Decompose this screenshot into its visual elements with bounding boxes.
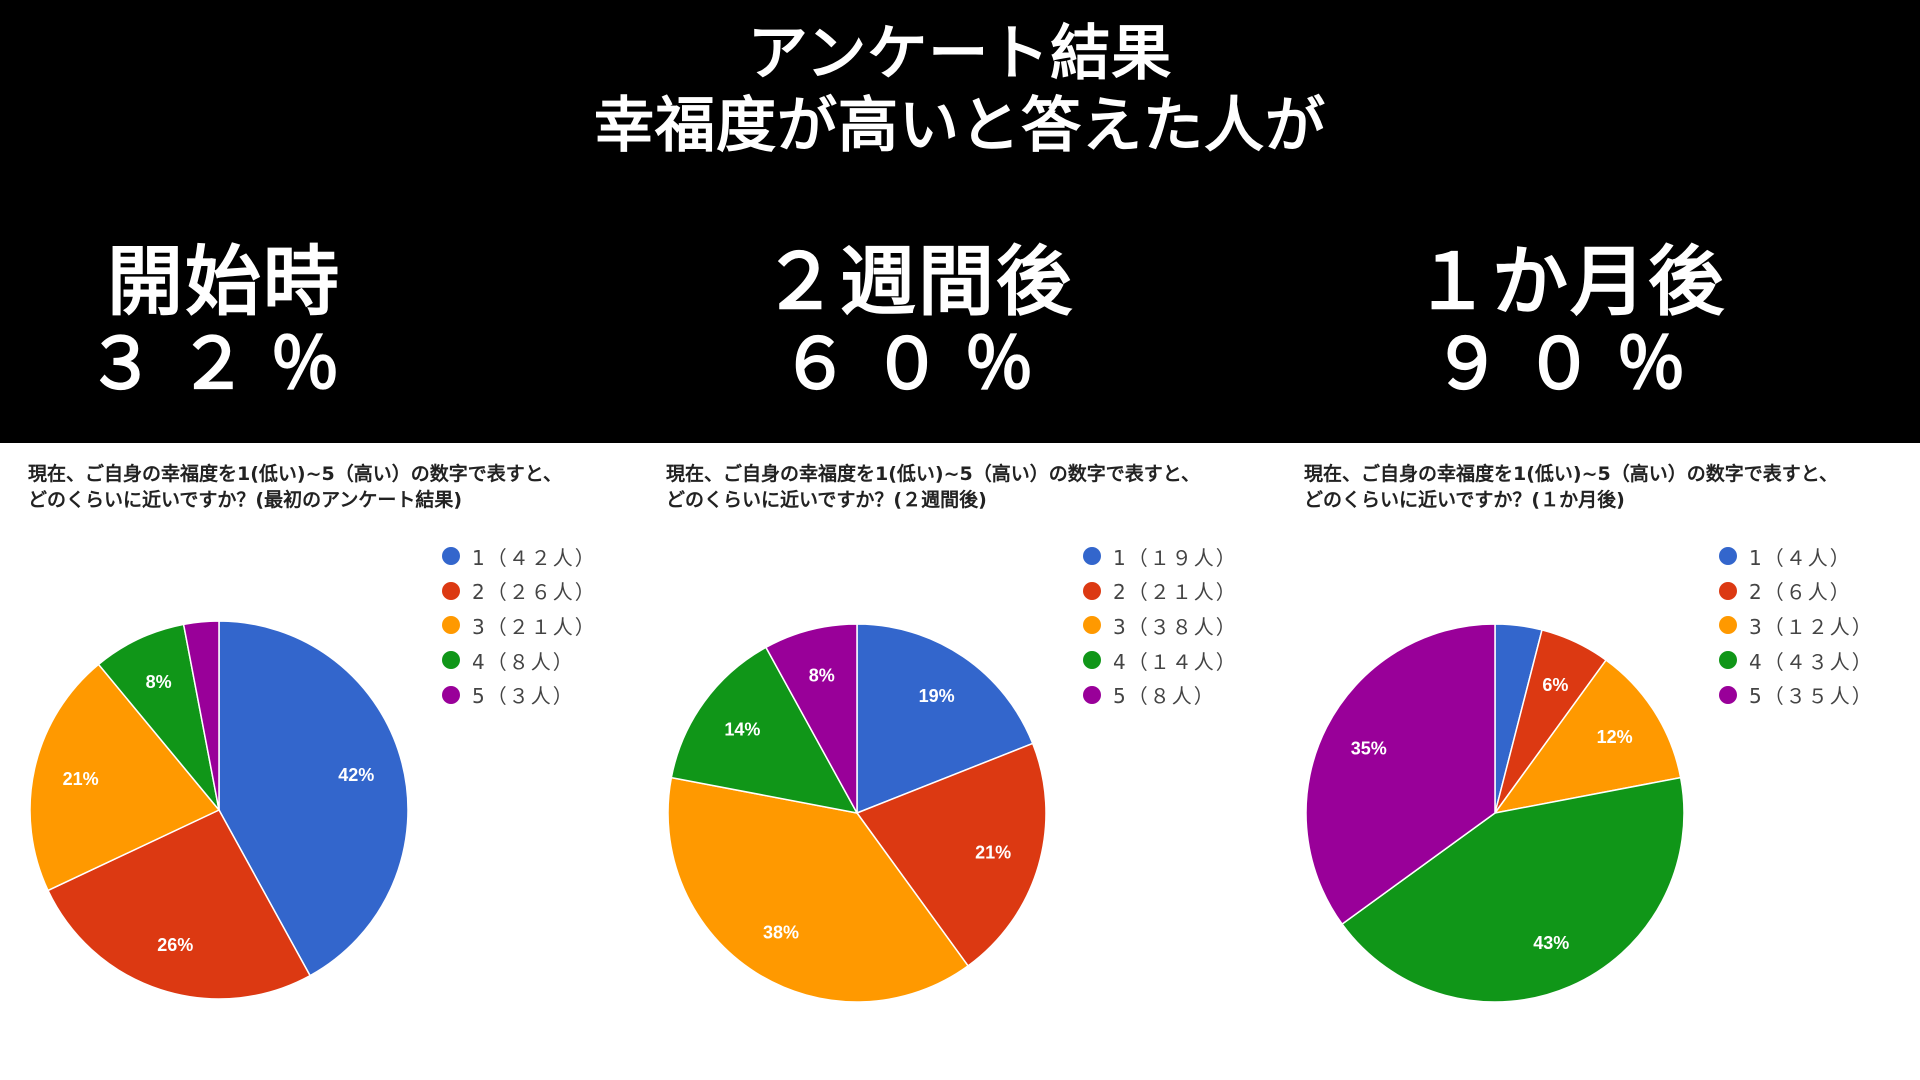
- legend-item[interactable]: 1（４２人）: [442, 539, 597, 574]
- pie-slice-4[interactable]: [97, 623, 220, 811]
- legend-label: 3（３８人）: [1113, 614, 1238, 639]
- stage-label: ２週間後: [762, 237, 1074, 326]
- pie-chart: 19% 21% 38% 14% 8%: [667, 623, 1047, 1003]
- legend-item[interactable]: 3（２１人）: [442, 608, 597, 643]
- pie-slice-4[interactable]: [1341, 776, 1685, 1003]
- pie-slice-2[interactable]: [855, 742, 1047, 967]
- slice-percent-label: 6%: [1542, 675, 1568, 695]
- chart-panel-2weeks: 現在、ご自身の幸福度を1(低い)~5（高い）の数字で表すと、 どのくらいに近いで…: [638, 443, 1278, 1080]
- chart-title-line2: どのくらいに近いですか？(１か月後): [1304, 489, 1625, 511]
- legend-label: 3（１２人）: [1749, 614, 1874, 639]
- slice-percent-label: 38%: [763, 923, 799, 943]
- pie-slice-5[interactable]: [182, 620, 220, 811]
- pie-slice-4[interactable]: [670, 646, 859, 815]
- slice-percent-label: 21%: [63, 769, 99, 789]
- pie-chart: 42% 26% 21% 8%: [29, 620, 409, 1000]
- stage-label: １か月後: [1414, 237, 1726, 326]
- chart-title-line2: どのくらいに近いですか？(２週間後): [666, 489, 987, 511]
- pie-slice-1[interactable]: [856, 623, 1034, 815]
- legend-item[interactable]: 5（３人）: [442, 677, 597, 712]
- stage-percent: ６０％: [780, 323, 1056, 405]
- legend-item[interactable]: 2（２６人）: [442, 574, 597, 609]
- chart-panel-1month: 現在、ご自身の幸福度を1(低い)~5（高い）の数字で表すと、 どのくらいに近いで…: [1276, 443, 1916, 1080]
- legend-dot-icon: [1083, 547, 1101, 566]
- pie-slice-5[interactable]: [1305, 623, 1496, 926]
- chart-legend: 1（４人） 2（６人） 3（１２人） 4（４３人） 5（３５人）: [1719, 539, 1874, 712]
- main-title-line2: 幸福度が高いと答えた人が: [594, 91, 1326, 161]
- header-banner: アンケート結果 幸福度が高いと答えた人が 開始時 ３２％ ２週間後 ６０％ １か…: [0, 0, 1920, 443]
- legend-label: 1（１９人）: [1113, 545, 1238, 570]
- legend-label: 4（８人）: [472, 649, 575, 674]
- slice-percent-label: 8%: [809, 666, 835, 686]
- slice-percent-label: 19%: [919, 686, 955, 706]
- legend-item[interactable]: 1（１９人）: [1083, 539, 1238, 574]
- legend-label: 5（３５人）: [1749, 684, 1874, 709]
- chart-title-line1: 現在、ご自身の幸福度を1(低い)~5（高い）の数字で表すと、: [1304, 463, 1838, 485]
- pie-chart: 6% 12% 43% 35%: [1305, 623, 1685, 1003]
- slice-percent-label: 8%: [146, 672, 172, 692]
- slice-percent-label: 26%: [157, 935, 193, 955]
- chart-title: 現在、ご自身の幸福度を1(低い)~5（高い）の数字で表すと、 どのくらいに近いで…: [1304, 461, 1904, 513]
- legend-label: 2（６人）: [1749, 580, 1852, 605]
- legend-label: 3（２１人）: [472, 614, 597, 639]
- legend-item[interactable]: 4（１４人）: [1083, 643, 1238, 678]
- legend-item[interactable]: 2（６人）: [1719, 574, 1874, 609]
- legend-item[interactable]: 3（３８人）: [1083, 608, 1238, 643]
- slice-percent-label: 42%: [338, 765, 374, 785]
- legend-item[interactable]: 4（８人）: [442, 643, 597, 678]
- legend-dot-icon: [1083, 616, 1101, 635]
- chart-title-line1: 現在、ご自身の幸福度を1(低い)~5（高い）の数字で表すと、: [28, 463, 562, 485]
- slice-percent-label: 21%: [975, 843, 1011, 863]
- legend-item[interactable]: 2（２１人）: [1083, 574, 1238, 609]
- legend-item[interactable]: 5（８人）: [1083, 677, 1238, 712]
- chart-title-line2: どのくらいに近いですか？(最初のアンケート結果): [28, 489, 463, 511]
- chart-title: 現在、ご自身の幸福度を1(低い)~5（高い）の数字で表すと、 どのくらいに近いで…: [666, 461, 1266, 513]
- legend-dot-icon: [1719, 581, 1737, 600]
- pie-slice-3[interactable]: [667, 776, 970, 1003]
- legend-dot-icon: [1083, 685, 1101, 704]
- legend-item[interactable]: 1（４人）: [1719, 539, 1874, 574]
- stage-label: 開始時: [107, 237, 341, 326]
- legend-label: 2（２１人）: [1113, 580, 1238, 605]
- slice-percent-label: 43%: [1533, 933, 1569, 953]
- pie-slice-1[interactable]: [218, 620, 409, 977]
- legend-label: 5（８人）: [1113, 684, 1216, 709]
- pie-slice-3[interactable]: [29, 663, 221, 892]
- slice-percent-label: 14%: [724, 720, 760, 740]
- legend-dot-icon: [1083, 581, 1101, 600]
- legend-dot-icon: [1719, 651, 1737, 670]
- main-title-line1: アンケート結果: [747, 19, 1173, 89]
- chart-legend: 1（１９人） 2（２１人） 3（３８人） 4（１４人） 5（８人）: [1083, 539, 1238, 712]
- legend-dot-icon: [442, 651, 460, 670]
- legend-dot-icon: [1719, 685, 1737, 704]
- legend-label: 5（３人）: [472, 684, 575, 709]
- legend-item[interactable]: 3（１２人）: [1719, 608, 1874, 643]
- chart-title-line1: 現在、ご自身の幸福度を1(低い)~5（高い）の数字で表すと、: [666, 463, 1200, 485]
- stage-percent: ３２％: [86, 323, 362, 405]
- stage-percent: ９０％: [1432, 323, 1708, 405]
- legend-label: 4（４３人）: [1749, 649, 1874, 674]
- legend-dot-icon: [442, 581, 460, 600]
- pie-slice-2[interactable]: [46, 809, 312, 1000]
- legend-item[interactable]: 5（３５人）: [1719, 677, 1874, 712]
- chart-title: 現在、ご自身の幸福度を1(低い)~5（高い）の数字で表すと、 どのくらいに近いで…: [28, 461, 628, 513]
- legend-dot-icon: [442, 616, 460, 635]
- legend-dot-icon: [1083, 651, 1101, 670]
- legend-label: 2（２６人）: [472, 580, 597, 605]
- slice-percent-label: 35%: [1351, 739, 1387, 759]
- pie-slice-3[interactable]: [1493, 659, 1682, 815]
- legend-label: 1（４人）: [1749, 545, 1852, 570]
- legend-dot-icon: [442, 685, 460, 704]
- chart-panel-start: 現在、ご自身の幸福度を1(低い)~5（高い）の数字で表すと、 どのくらいに近いで…: [0, 443, 640, 1080]
- legend-label: 1（４２人）: [472, 545, 597, 570]
- pie-slice-5[interactable]: [764, 623, 858, 814]
- legend-item[interactable]: 4（４３人）: [1719, 643, 1874, 678]
- legend-dot-icon: [1719, 547, 1737, 566]
- legend-dot-icon: [442, 547, 460, 566]
- legend-label: 4（１４人）: [1113, 649, 1238, 674]
- legend-dot-icon: [1719, 616, 1737, 635]
- chart-legend: 1（４２人） 2（２６人） 3（２１人） 4（８人） 5（３人）: [442, 539, 597, 712]
- slice-percent-label: 12%: [1597, 727, 1633, 747]
